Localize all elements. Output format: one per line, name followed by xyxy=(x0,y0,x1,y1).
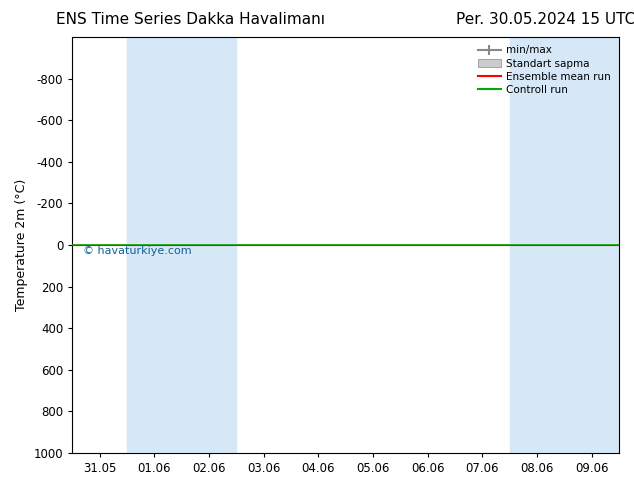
Bar xyxy=(510,37,619,453)
Text: ENS Time Series Dakka Havalimanı: ENS Time Series Dakka Havalimanı xyxy=(56,12,325,27)
Text: Per. 30.05.2024 15 UTC: Per. 30.05.2024 15 UTC xyxy=(456,12,634,27)
Legend: min/max, Standart sapma, Ensemble mean run, Controll run: min/max, Standart sapma, Ensemble mean r… xyxy=(475,42,614,98)
Text: © havaturkiye.com: © havaturkiye.com xyxy=(83,246,191,256)
Bar xyxy=(127,37,236,453)
Y-axis label: Temperature 2m (°C): Temperature 2m (°C) xyxy=(15,179,28,311)
